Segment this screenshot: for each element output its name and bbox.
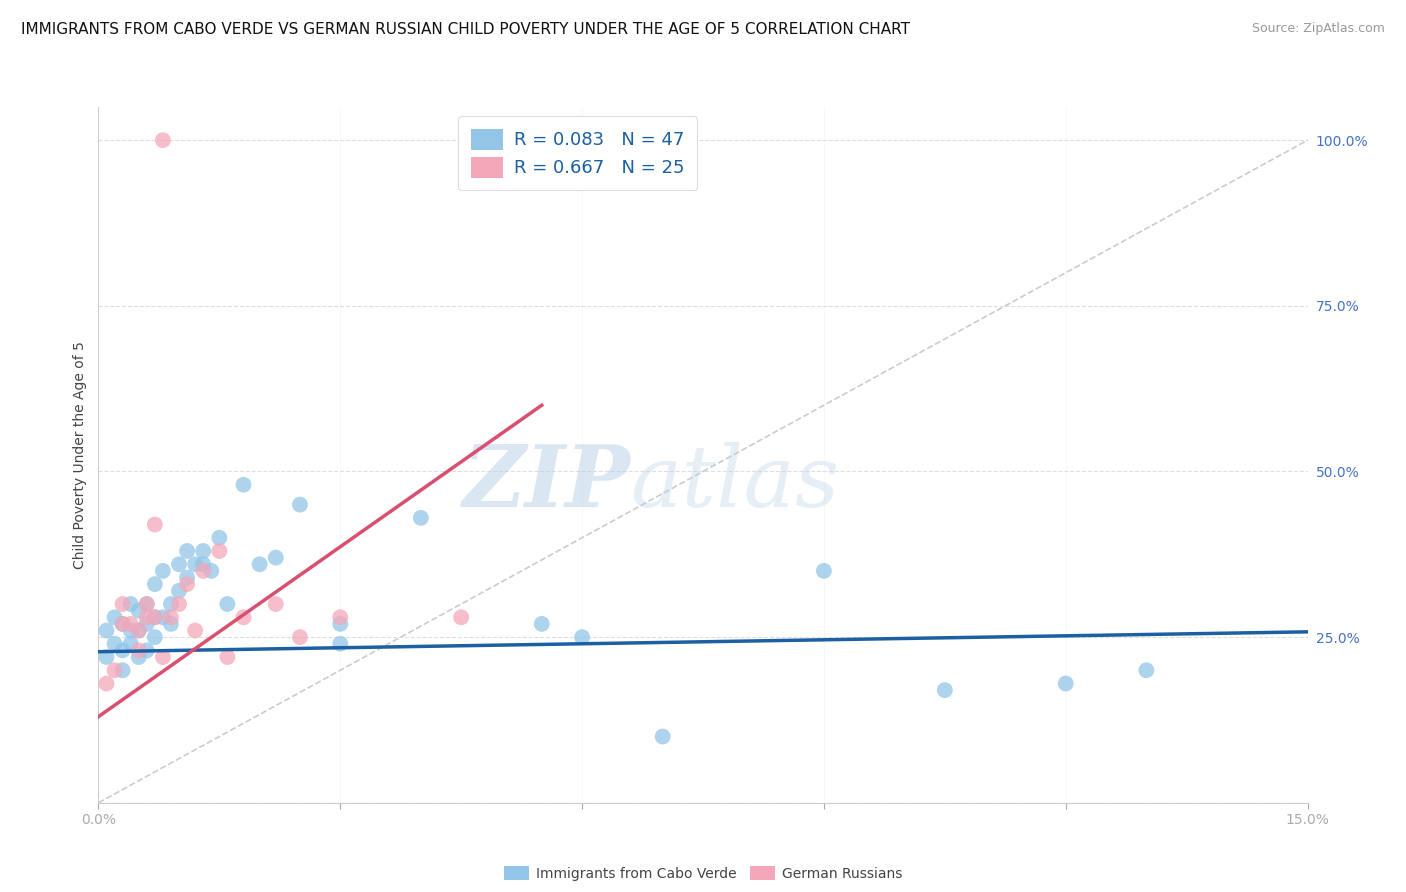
Point <box>135 610 157 624</box>
Point <box>152 564 174 578</box>
Point <box>111 663 134 677</box>
Point <box>143 577 166 591</box>
Point <box>934 683 956 698</box>
Point <box>111 597 134 611</box>
Point <box>120 624 142 638</box>
Point <box>143 610 166 624</box>
Point <box>1054 676 1077 690</box>
Point <box>152 610 174 624</box>
Point <box>152 133 174 147</box>
Point <box>530 616 553 631</box>
Point <box>329 637 352 651</box>
Point <box>111 616 134 631</box>
Point <box>1135 663 1157 677</box>
Point <box>232 477 254 491</box>
Point <box>103 610 125 624</box>
Point <box>409 511 432 525</box>
Text: ZIP: ZIP <box>463 441 630 524</box>
Point <box>160 597 183 611</box>
Point <box>111 643 134 657</box>
Point <box>120 637 142 651</box>
Point <box>135 643 157 657</box>
Point <box>176 570 198 584</box>
Point <box>571 630 593 644</box>
Point <box>167 583 190 598</box>
Point <box>329 610 352 624</box>
Point <box>264 597 287 611</box>
Point <box>120 616 142 631</box>
Point <box>176 544 198 558</box>
Point <box>103 663 125 677</box>
Text: Source: ZipAtlas.com: Source: ZipAtlas.com <box>1251 22 1385 36</box>
Point <box>193 558 215 572</box>
Point <box>135 616 157 631</box>
Point <box>103 637 125 651</box>
Point <box>96 676 118 690</box>
Point <box>450 610 472 624</box>
Text: IMMIGRANTS FROM CABO VERDE VS GERMAN RUSSIAN CHILD POVERTY UNDER THE AGE OF 5 CO: IMMIGRANTS FROM CABO VERDE VS GERMAN RUS… <box>21 22 910 37</box>
Legend: Immigrants from Cabo Verde, German Russians: Immigrants from Cabo Verde, German Russi… <box>498 861 908 887</box>
Point <box>128 624 150 638</box>
Point <box>208 531 231 545</box>
Point <box>249 558 271 572</box>
Point <box>143 630 166 644</box>
Point <box>167 597 190 611</box>
Point <box>135 597 157 611</box>
Point <box>128 650 150 665</box>
Point <box>329 616 352 631</box>
Point <box>288 498 311 512</box>
Point <box>152 650 174 665</box>
Point <box>143 610 166 624</box>
Point <box>184 624 207 638</box>
Point <box>813 564 835 578</box>
Point <box>288 630 311 644</box>
Point <box>160 616 183 631</box>
Point <box>128 643 150 657</box>
Point <box>193 564 215 578</box>
Point <box>217 597 239 611</box>
Point <box>232 610 254 624</box>
Point <box>200 564 222 578</box>
Point <box>135 597 157 611</box>
Point <box>167 558 190 572</box>
Point <box>651 730 673 744</box>
Point <box>208 544 231 558</box>
Point <box>160 610 183 624</box>
Point <box>193 544 215 558</box>
Point <box>217 650 239 665</box>
Point <box>96 650 118 665</box>
Text: atlas: atlas <box>630 442 839 524</box>
Point <box>176 577 198 591</box>
Point <box>128 624 150 638</box>
Point <box>264 550 287 565</box>
Y-axis label: Child Poverty Under the Age of 5: Child Poverty Under the Age of 5 <box>73 341 87 569</box>
Point <box>96 624 118 638</box>
Point <box>184 558 207 572</box>
Point <box>120 597 142 611</box>
Point <box>111 616 134 631</box>
Point <box>128 604 150 618</box>
Point <box>143 517 166 532</box>
